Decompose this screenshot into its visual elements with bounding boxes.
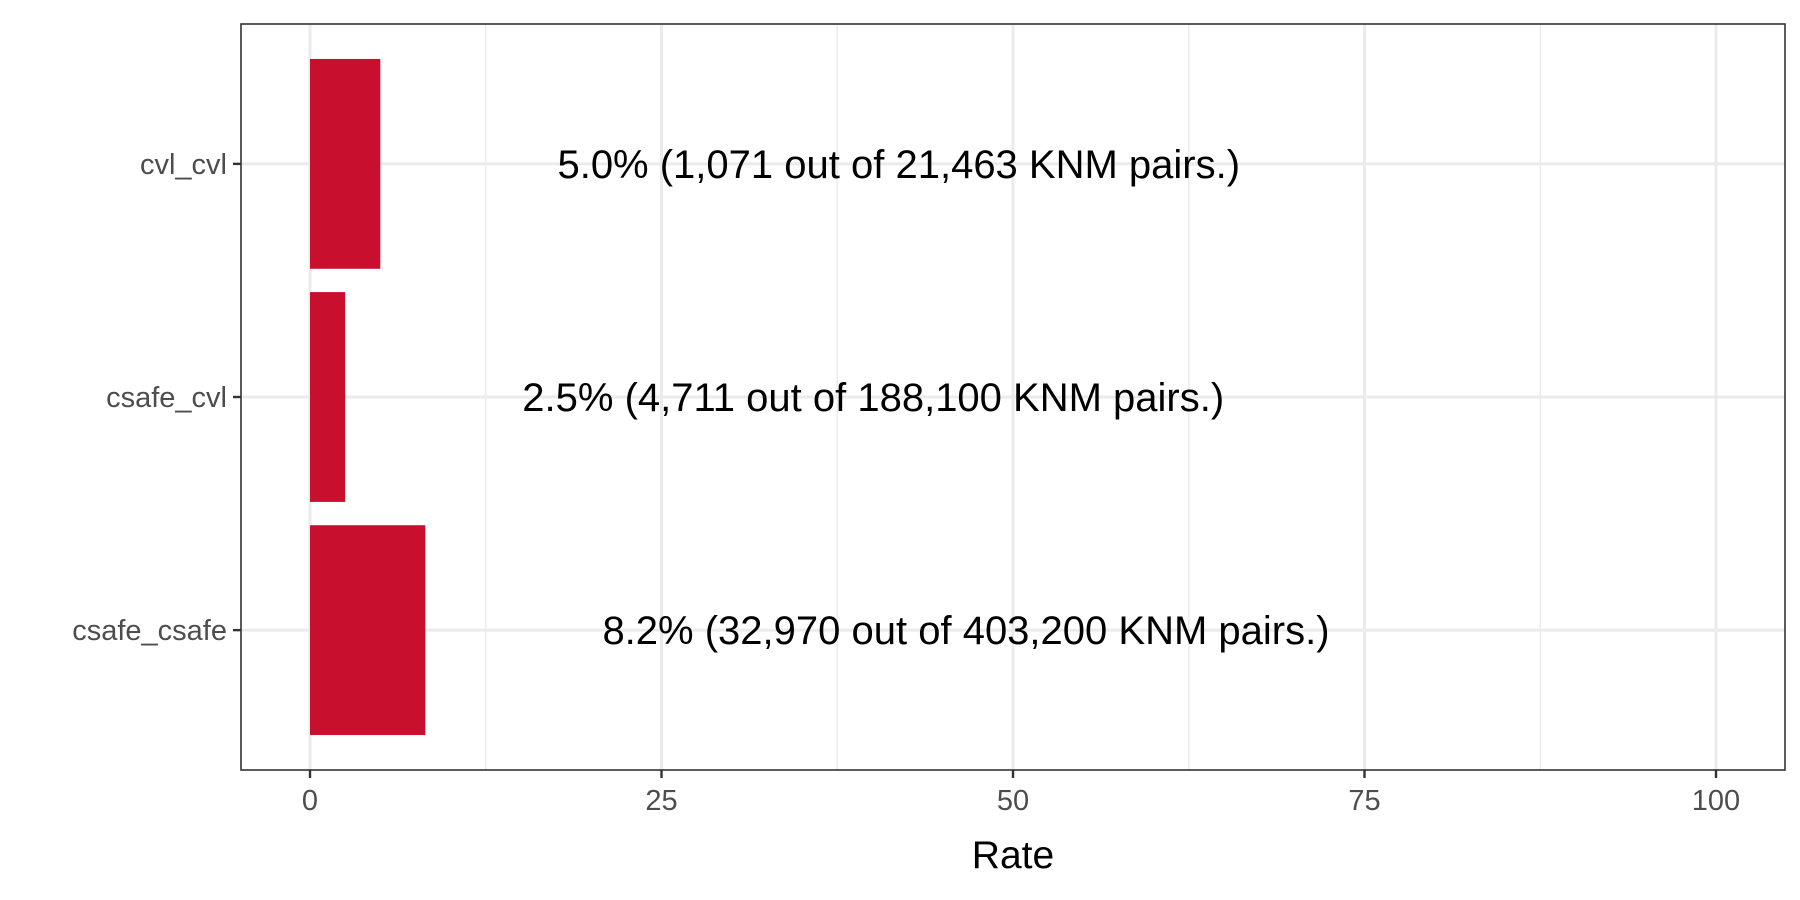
y-axis: cvl_cvl csafe_cvl csafe_csafe bbox=[72, 149, 241, 647]
x-axis-title: Rate bbox=[972, 834, 1054, 877]
data-label-csafe_csafe: 8.2% (32,970 out of 403,200 KNM pairs.) bbox=[602, 609, 1329, 653]
x-tick-label: 75 bbox=[1348, 785, 1380, 817]
bar-csafe_csafe bbox=[310, 525, 426, 736]
bar-csafe_cvl bbox=[310, 292, 346, 502]
x-tick-label: 50 bbox=[997, 785, 1029, 817]
y-tick-label-csafe_csafe: csafe_csafe bbox=[72, 615, 227, 647]
bar-cvl_cvl bbox=[310, 58, 381, 269]
bars-group bbox=[310, 58, 426, 736]
x-axis: 0 25 50 75 100 bbox=[302, 770, 1740, 817]
y-tick-label-cvl_cvl: cvl_cvl bbox=[140, 149, 227, 181]
y-tick-label-csafe_cvl: csafe_cvl bbox=[106, 382, 227, 414]
data-label-csafe_cvl: 2.5% (4,711 out of 188,100 KNM pairs.) bbox=[522, 376, 1224, 420]
x-tick-label: 100 bbox=[1692, 785, 1740, 817]
data-labels-group: 5.0% (1,071 out of 21,463 KNM pairs.) 2.5… bbox=[522, 143, 1329, 653]
x-tick-label: 0 bbox=[302, 785, 318, 817]
data-label-cvl_cvl: 5.0% (1,071 out of 21,463 KNM pairs.) bbox=[557, 143, 1240, 187]
x-tick-label: 25 bbox=[645, 785, 677, 817]
